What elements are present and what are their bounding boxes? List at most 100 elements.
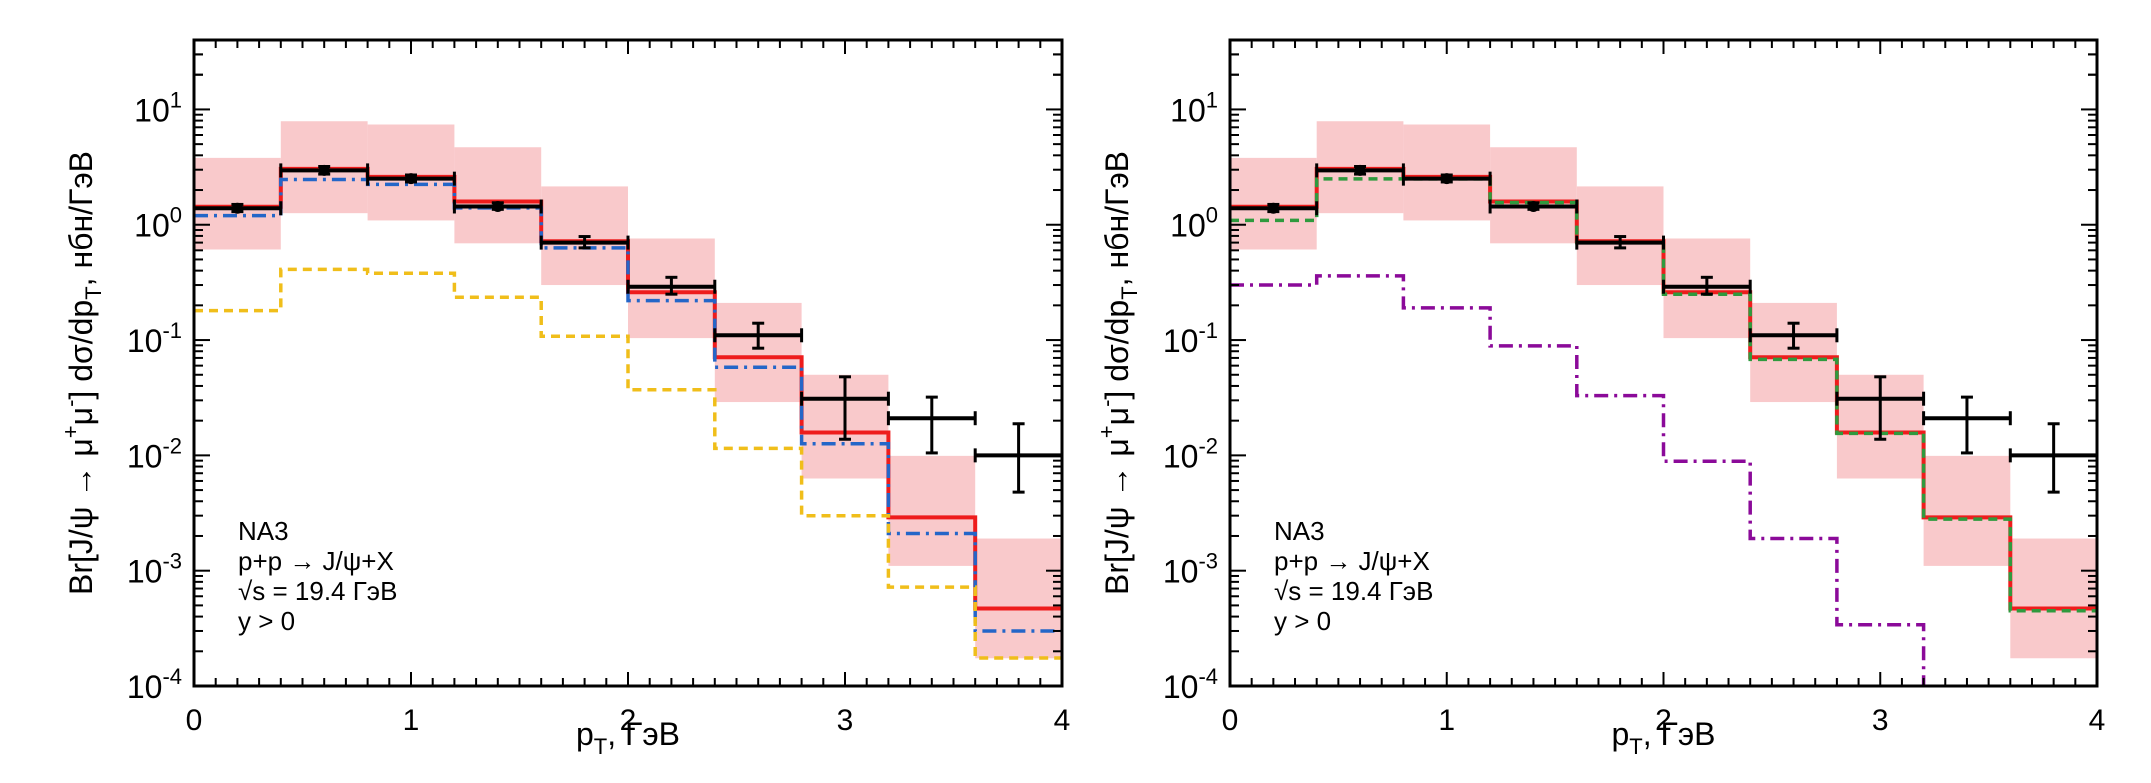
data-point [1662, 275, 1752, 296]
y-label-b: μ [63, 407, 99, 425]
y-label-b: μ [1099, 407, 1135, 425]
x-axis-label: pT, ГэВ [1611, 716, 1715, 759]
y-tick-label: 101 [1170, 87, 1218, 128]
y-label-sup: + [58, 425, 83, 438]
data-marker [1354, 164, 1366, 176]
y-tick-exponent: -2 [162, 433, 182, 458]
y-tick-label: 10-1 [1163, 318, 1218, 359]
x-tick-label: 4 [2089, 704, 2106, 737]
y-label-c: ] dσ/dp [63, 300, 99, 400]
y-tick-base: 10 [1163, 323, 1199, 359]
data-marker [318, 164, 330, 176]
x-tick-label: 4 [1054, 704, 1071, 737]
y-tick-label: 100 [134, 203, 182, 244]
data-point [973, 422, 1062, 494]
x-axis-label: pT, ГэВ [576, 716, 680, 759]
data-point [1835, 375, 1926, 441]
annotation-line: √s = 19.4 ГэВ [1274, 576, 1433, 606]
y-axis-label: Br[J/ψ → μ+μ-] dσ/dpT, нбн/ГэВ [58, 151, 106, 595]
y-tick-exponent: 0 [1206, 203, 1218, 228]
annotation-line: NA3 [1274, 516, 1325, 546]
x-label-rest: , ГэВ [1643, 716, 1716, 752]
x-label-rest: , ГэВ [607, 716, 680, 752]
annotation-line: p+p → J/ψ+X [238, 546, 394, 576]
y-tick-base: 10 [1163, 554, 1199, 590]
band-bin [1403, 124, 1491, 221]
band-bin [367, 124, 455, 221]
data-points [194, 163, 1062, 494]
y-tick-label: 10-4 [1163, 664, 1218, 705]
data-marker [1527, 200, 1539, 212]
series-line-dashdot-2 [1230, 274, 1926, 686]
data-point [539, 235, 630, 250]
y-tick-exponent: -3 [1198, 549, 1218, 574]
x-tick-label: 1 [1438, 704, 1455, 737]
annotation-line: √s = 19.4 ГэВ [238, 576, 397, 606]
band-bin [714, 302, 802, 403]
annotation-line: y > 0 [1274, 606, 1331, 636]
y-axis-ticks [1230, 39, 2097, 687]
y-label-c: ] dσ/dp [1099, 300, 1135, 400]
band-bin [888, 455, 976, 566]
y-tick-base: 10 [1170, 208, 1206, 244]
y-label-d: , нбн/ГэВ [1099, 151, 1135, 286]
plot-area [1230, 121, 2097, 686]
x-tick-label: 3 [1872, 704, 1889, 737]
annotation-line: y > 0 [238, 606, 295, 636]
data-point [886, 395, 977, 455]
y-label-sup: - [1094, 400, 1119, 407]
y-tick-base: 10 [127, 323, 163, 359]
band-bin [454, 147, 542, 244]
y-tick-exponent: -1 [1198, 318, 1218, 343]
y-label-a: Br[J/ψ → μ [1099, 438, 1135, 595]
x-tick-label: 0 [186, 704, 203, 737]
y-tick-base: 10 [127, 554, 163, 590]
data-point [2008, 422, 2097, 494]
y-tick-base: 10 [127, 669, 163, 705]
data-point [1922, 395, 2012, 455]
y-tick-base: 10 [1163, 438, 1199, 474]
band-bin [1490, 147, 1577, 244]
x-label-sub: T [594, 734, 607, 759]
y-tick-base: 10 [127, 438, 163, 474]
data-point [452, 199, 543, 214]
y-tick-label: 10-2 [127, 433, 182, 474]
y-label-a: Br[J/ψ → μ [63, 438, 99, 595]
data-marker [231, 202, 243, 214]
x-tick-label: 0 [1222, 704, 1239, 737]
band-bin [975, 538, 1062, 659]
y-axis-label: Br[J/ψ → μ+μ-] dσ/dpT, нбн/ГэВ [1094, 151, 1142, 595]
y-tick-label: 10-3 [127, 549, 182, 590]
y-tick-exponent: -3 [162, 549, 182, 574]
data-point [626, 275, 717, 296]
band-bin [1923, 455, 2011, 566]
y-label-sup: - [58, 400, 83, 407]
data-point [1230, 201, 1319, 216]
y-tick-base: 10 [134, 208, 170, 244]
data-marker [405, 173, 417, 185]
data-point [800, 375, 890, 441]
x-tick-label: 2 [1655, 704, 1672, 737]
y-tick-base: 10 [1170, 92, 1206, 128]
y-tick-base: 10 [1163, 669, 1199, 705]
y-tick-label: 100 [1170, 203, 1218, 244]
y-tick-exponent: -1 [162, 318, 182, 343]
y-tick-exponent: -2 [1198, 433, 1218, 458]
y-label-sub: T [81, 286, 106, 299]
x-label-main: p [1611, 716, 1629, 752]
data-point [1401, 171, 1492, 186]
y-tick-label: 10-1 [127, 318, 182, 359]
band-bin [2010, 538, 2097, 659]
y-tick-exponent: 0 [170, 203, 182, 228]
y-tick-label: 10-2 [1163, 433, 1218, 474]
y-axis-ticks [194, 39, 1062, 687]
data-point [1575, 235, 1665, 250]
x-tick-label: 2 [620, 704, 637, 737]
x-label-sub: T [1629, 734, 1642, 759]
data-point [713, 321, 804, 350]
y-label-sup: + [1094, 425, 1119, 438]
